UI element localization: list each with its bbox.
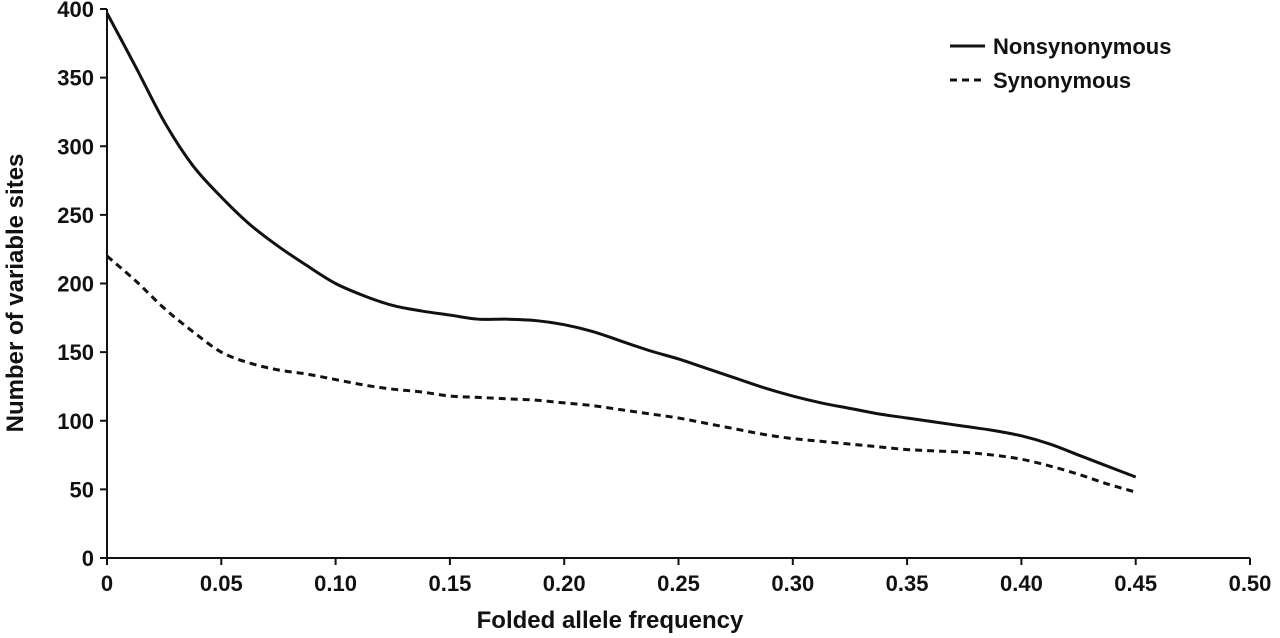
y-tick-label: 150 — [57, 340, 94, 365]
x-tick-label: 0.50 — [1229, 571, 1272, 596]
tick-group: 0 0.05 0.10 0.15 0.20 0.25 0.30 0.35 0.40 0.45 0.5… — [57, 0, 1271, 596]
series-line-synonymous — [106, 254, 1137, 494]
legend: Nonsynonymous Synonymous — [950, 34, 1171, 93]
x-tick-label: 0.20 — [543, 571, 586, 596]
y-tick-label: 300 — [57, 134, 94, 159]
series-line-nonsynonymous — [105, 12, 1137, 479]
legend-label-synonymous: Synonymous — [993, 68, 1131, 93]
x-tick-label: 0.40 — [1000, 571, 1043, 596]
x-tick-label: 0.35 — [886, 571, 929, 596]
legend-label-nonsynonymous: Nonsynonymous — [993, 34, 1171, 59]
series-layer — [105, 12, 1137, 494]
x-axis-title: Folded allele frequency — [477, 607, 744, 634]
x-tick-label: 0.25 — [657, 571, 700, 596]
x-tick-label: 0.05 — [200, 571, 243, 596]
y-tick-label: 350 — [57, 66, 94, 91]
y-tick-label: 100 — [57, 409, 94, 434]
x-tick-label: 0 — [101, 571, 113, 596]
y-tick-label: 250 — [57, 203, 94, 228]
y-tick-label: 200 — [57, 272, 94, 297]
y-tick-label: 0 — [82, 546, 94, 571]
x-tick-label: 0.45 — [1114, 571, 1157, 596]
y-tick-label: 400 — [57, 0, 94, 22]
x-tick-label: 0.15 — [428, 571, 471, 596]
x-tick-label: 0.30 — [771, 571, 814, 596]
y-tick-label: 50 — [70, 477, 94, 502]
x-tick-label: 0.10 — [314, 571, 357, 596]
y-axis-title: Number of variable sites — [2, 154, 29, 433]
